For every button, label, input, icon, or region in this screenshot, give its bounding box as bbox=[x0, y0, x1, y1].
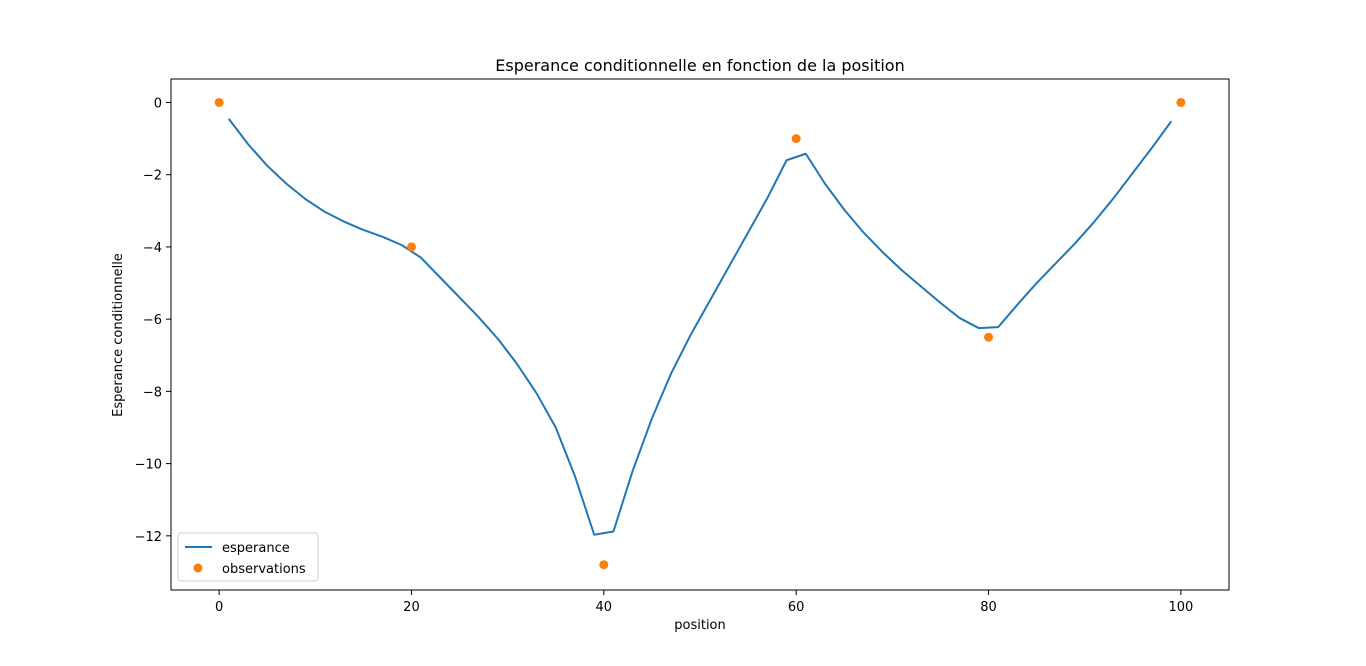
y-axis-label: Esperance conditionnelle bbox=[111, 253, 126, 417]
data-point-observations-5 bbox=[1176, 97, 1186, 107]
y-tick-label: −12 bbox=[135, 530, 162, 545]
data-point-observations-0 bbox=[214, 97, 224, 107]
legend-label-observations: observations bbox=[222, 562, 306, 577]
legend-swatch-observations bbox=[193, 563, 203, 573]
data-point-observations-2 bbox=[599, 560, 609, 570]
plot-frame bbox=[170, 78, 1230, 591]
y-tick-label: −8 bbox=[143, 385, 162, 400]
y-tick-label: −6 bbox=[143, 313, 162, 328]
y-tick-label: −4 bbox=[143, 241, 162, 256]
axes: 0 20 40 60 80 100 0 −2 −4 −6 −8 −10 −12 bbox=[135, 78, 1230, 615]
x-tick-label: 20 bbox=[403, 600, 420, 615]
legend-box bbox=[177, 532, 319, 582]
plot-area bbox=[214, 97, 1186, 570]
legend-label-esperance: esperance bbox=[222, 541, 290, 556]
data-point-observations-1 bbox=[406, 242, 416, 252]
y-tick-label: 0 bbox=[154, 96, 162, 111]
series-line-esperance bbox=[227, 118, 1173, 536]
x-tick-label: 80 bbox=[980, 600, 997, 615]
data-point-observations-3 bbox=[791, 134, 801, 144]
data-point-observations-4 bbox=[984, 332, 994, 342]
x-tick-label: 100 bbox=[1168, 600, 1193, 615]
x-tick-label: 40 bbox=[596, 600, 613, 615]
y-tick-label: −10 bbox=[135, 458, 162, 473]
chart-title: Esperance conditionnelle en fonction de … bbox=[495, 56, 904, 75]
y-tick-label: −2 bbox=[143, 169, 162, 184]
x-tick-label: 60 bbox=[788, 600, 805, 615]
legend: esperance observations bbox=[177, 532, 319, 582]
x-axis-label: position bbox=[674, 618, 726, 633]
x-tick-label: 0 bbox=[215, 600, 223, 615]
